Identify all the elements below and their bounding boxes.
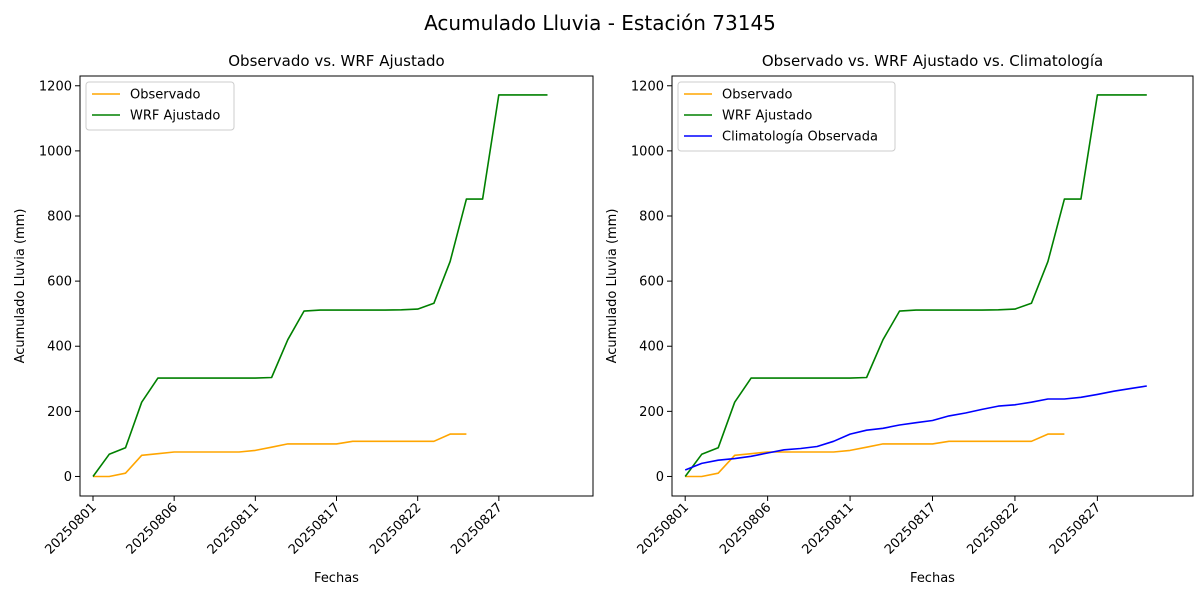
y-tick-label: 600: [47, 275, 72, 290]
x-axis-label: Fechas: [910, 571, 955, 586]
y-tick-label: 200: [639, 405, 664, 420]
y-tick-label: 400: [639, 340, 664, 355]
legend-label: Observado: [722, 88, 793, 103]
series-line-wrf-ajustado: [684, 94, 1147, 477]
y-tick-label: 600: [639, 275, 664, 290]
series-line-observado: [93, 433, 467, 478]
chart-panel-right: Observado vs. WRF Ajustado vs. Climatolo…: [605, 52, 1194, 586]
x-tick-label: 20250801: [635, 500, 692, 557]
legend-label: WRF Ajustado: [130, 109, 220, 124]
y-tick-label: 0: [656, 470, 664, 485]
y-tick-label: 1200: [631, 79, 664, 94]
legend-label: Climatología Observada: [722, 130, 878, 145]
x-tick-label: 20250817: [286, 500, 343, 557]
legend-box: [677, 81, 896, 152]
x-tick-label: 20250822: [964, 500, 1021, 557]
x-tick-label: 20250827: [1047, 500, 1104, 557]
x-axis-label: Fechas: [314, 571, 359, 586]
y-tick-label: 400: [47, 340, 72, 355]
series-line-observado: [685, 433, 1065, 478]
x-tick-label: 20250822: [367, 500, 424, 557]
series-line-wrf-ajustado: [92, 94, 548, 477]
figure-title: Acumulado Lluvia - Estación 73145: [424, 11, 776, 35]
y-tick-label: 0: [64, 470, 72, 485]
y-axis-label: Acumulado Lluvia (mm): [13, 209, 28, 364]
legend-label: WRF Ajustado: [722, 109, 812, 124]
plot-frame: [79, 75, 594, 497]
y-tick-label: 1000: [631, 144, 664, 159]
x-tick-label: 20250801: [42, 500, 99, 557]
chart-title: Observado vs. WRF Ajustado vs. Climatolo…: [762, 52, 1103, 70]
x-tick-label: 20250806: [124, 500, 181, 557]
x-tick-label: 20250811: [205, 500, 262, 557]
x-tick-label: 20250817: [882, 500, 939, 557]
x-tick-label: 20250827: [448, 500, 505, 557]
legend-label: Observado: [130, 88, 201, 103]
y-axis-label: Acumulado Lluvia (mm): [605, 209, 620, 364]
y-tick-label: 800: [639, 210, 664, 225]
y-tick-label: 1200: [39, 79, 72, 94]
y-tick-label: 1000: [39, 144, 72, 159]
chart-panel-left: Observado vs. WRF Ajustado 0 200 400 600 800 1…: [13, 52, 594, 586]
x-tick-label: 20250806: [717, 500, 774, 557]
legend-box: [85, 81, 235, 131]
chart-title: Observado vs. WRF Ajustado: [228, 52, 444, 70]
y-tick-label: 800: [47, 210, 72, 225]
y-tick-label: 200: [47, 405, 72, 420]
x-tick-label: 20250811: [799, 500, 856, 557]
series-line-climatolog-a-observada: [684, 385, 1147, 471]
